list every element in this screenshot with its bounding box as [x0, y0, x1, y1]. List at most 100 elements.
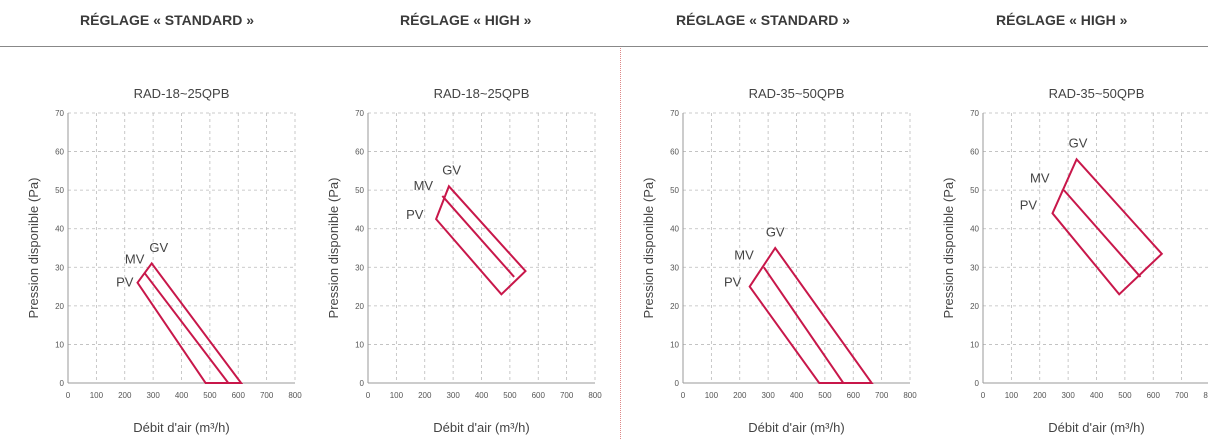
chart-3-xtick-label: 300	[1061, 391, 1075, 400]
chart-1-xtick-label: 500	[503, 391, 517, 400]
chart-1-ytick-label: 60	[355, 148, 364, 157]
chart-rad-35-50-high: RAD-35~50QPB 0 100 200 300 400 500 600 700 800 0 10…	[941, 86, 1208, 435]
chart-0-xtick-label: 0	[66, 391, 71, 400]
chart-3-xlabel: Débit d'air (m³/h)	[1048, 420, 1144, 435]
chart-0-ytick-label: 0	[60, 379, 65, 388]
chart-2-range-outline	[748, 246, 874, 384]
chart-3-mv-line	[1063, 189, 1142, 278]
chart-2-ytick-label: 40	[670, 225, 679, 234]
chart-0-ytick-label: 70	[55, 109, 64, 118]
chart-2-ytick-label: 0	[675, 379, 680, 388]
chart-0-speed-label-pv: PV	[116, 275, 134, 290]
chart-1-xtick-label: 200	[418, 391, 432, 400]
chart-2-xtick-label: 200	[733, 391, 747, 400]
chart-3-title: RAD-35~50QPB	[1049, 86, 1145, 101]
section-divider	[620, 48, 621, 439]
chart-0-xtick-label: 700	[260, 391, 274, 400]
chart-3-xtick-label: 0	[981, 391, 986, 400]
chart-3-ytick-label: 20	[970, 302, 979, 311]
chart-2-ytick-label: 20	[670, 302, 679, 311]
chart-0-xtick-label: 100	[90, 391, 104, 400]
chart-0-ytick-label: 20	[55, 302, 64, 311]
chart-2-xtick-label: 300	[761, 391, 775, 400]
chart-1-xtick-label: 400	[475, 391, 489, 400]
chart-2-xtick-label: 600	[847, 391, 861, 400]
chart-0-title: RAD-18~25QPB	[134, 86, 230, 101]
chart-1-speed-label-mv: MV	[414, 178, 434, 193]
chart-1-xtick-label: 600	[532, 391, 546, 400]
chart-0-xtick-label: 600	[232, 391, 246, 400]
chart-1-xtick-label: 800	[588, 391, 602, 400]
chart-rad-35-50-standard: RAD-35~50QPB 0 100 200 300 400 500 600 700 800 0 10…	[641, 86, 917, 435]
chart-0-mv-line	[143, 272, 230, 384]
chart-3-speed-label-mv: MV	[1030, 170, 1050, 185]
chart-0-xtick-label: 800	[288, 391, 302, 400]
chart-3-ytick-label: 0	[975, 379, 980, 388]
chart-1-ytick-label: 70	[355, 109, 364, 118]
chart-0-speed-label-mv: MV	[125, 251, 145, 266]
chart-1-xtick-label: 100	[390, 391, 404, 400]
chart-3-xtick-label: 200	[1033, 391, 1047, 400]
chart-1-title: RAD-18~25QPB	[434, 86, 530, 101]
chart-2-ytick-label: 30	[670, 263, 679, 272]
chart-3-xtick-label: 700	[1175, 391, 1189, 400]
chart-0-xtick-label: 300	[146, 391, 160, 400]
chart-3-xtick-label: 100	[1005, 391, 1019, 400]
chart-2-xtick-label: 100	[705, 391, 719, 400]
chart-rad-18-25-standard: RAD-18~25QPB 0 100 200 300 400 500 600 700 800 0 10…	[26, 86, 302, 435]
chart-0-ytick-label: 50	[55, 186, 64, 195]
chart-2-xtick-label: 0	[681, 391, 686, 400]
chart-0-xlabel: Débit d'air (m³/h)	[133, 420, 229, 435]
chart-1-xtick-label: 0	[366, 391, 371, 400]
chart-1-ytick-label: 30	[355, 263, 364, 272]
chart-2-xtick-label: 800	[903, 391, 917, 400]
chart-0-ytick-label: 40	[55, 225, 64, 234]
chart-0-xtick-label: 200	[118, 391, 132, 400]
chart-1-ytick-label: 50	[355, 186, 364, 195]
chart-1-mv-line	[441, 195, 515, 278]
chart-3-speed-label-pv: PV	[1020, 197, 1038, 212]
chart-1-xlabel: Débit d'air (m³/h)	[433, 420, 529, 435]
chart-3-ytick-label: 60	[970, 148, 979, 157]
chart-3-ytick-label: 70	[970, 109, 979, 118]
chart-3-range-outline	[1051, 157, 1164, 296]
chart-2-xtick-label: 700	[875, 391, 889, 400]
chart-1-speed-label-pv: PV	[406, 207, 424, 222]
header-rule	[0, 46, 1208, 47]
chart-1-ytick-label: 40	[355, 225, 364, 234]
chart-2-speed-label-gv: GV	[766, 224, 785, 239]
chart-3-ytick-label: 30	[970, 263, 979, 272]
chart-2-mv-line	[763, 266, 845, 384]
chart-1-xtick-label: 300	[446, 391, 460, 400]
header-high-2: RÉGLAGE « HIGH »	[996, 12, 1128, 28]
header-standard-2: RÉGLAGE « STANDARD »	[676, 12, 850, 28]
chart-3-xtick-label: 600	[1147, 391, 1161, 400]
header-standard-1: RÉGLAGE « STANDARD »	[80, 12, 254, 28]
chart-1-ytick-label: 10	[355, 340, 364, 349]
chart-2-ytick-label: 60	[670, 148, 679, 157]
chart-2-xtick-label: 400	[790, 391, 804, 400]
chart-rad-18-25-high: RAD-18~25QPB 0 100 200 300 400 500 600 700 800 0 10…	[326, 86, 602, 435]
chart-3-xtick-label: 500	[1118, 391, 1132, 400]
chart-3-xtick-label: 400	[1090, 391, 1104, 400]
chart-3-ytick-label: 40	[970, 225, 979, 234]
chart-0-ytick-label: 60	[55, 148, 64, 157]
chart-0-ytick-label: 30	[55, 263, 64, 272]
chart-2-xlabel: Débit d'air (m³/h)	[748, 420, 844, 435]
chart-2-xtick-label: 500	[818, 391, 832, 400]
chart-2-ylabel: Pression disponible (Pa)	[641, 178, 656, 319]
chart-2-ytick-label: 50	[670, 186, 679, 195]
chart-1-xtick-label: 700	[560, 391, 574, 400]
chart-0-speed-label-gv: GV	[149, 240, 168, 255]
chart-0-xtick-label: 400	[175, 391, 189, 400]
chart-2-ytick-label: 70	[670, 109, 679, 118]
chart-2-title: RAD-35~50QPB	[749, 86, 845, 101]
header-high-1: RÉGLAGE « HIGH »	[400, 12, 532, 28]
chart-3-ytick-label: 50	[970, 186, 979, 195]
chart-1-ylabel: Pression disponible (Pa)	[326, 178, 341, 319]
chart-2-ytick-label: 10	[670, 340, 679, 349]
chart-3-ylabel: Pression disponible (Pa)	[941, 178, 956, 319]
chart-0-range-outline	[136, 261, 244, 384]
chart-3-ytick-label: 10	[970, 340, 979, 349]
chart-0-ytick-label: 10	[55, 340, 64, 349]
